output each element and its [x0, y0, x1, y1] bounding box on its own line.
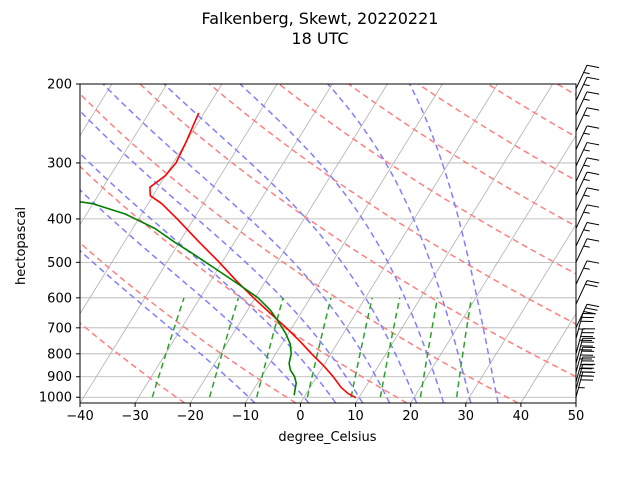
wind-barb [575, 346, 596, 373]
chart-subtitle: 18 UTC [291, 29, 349, 48]
mixing-ratio-line [350, 297, 373, 398]
wind-barb [575, 313, 596, 339]
mixing-ratio-line [208, 297, 240, 398]
dry-adiabat [209, 84, 576, 325]
wind-barb [575, 107, 600, 132]
dry-adiabat [348, 84, 576, 228]
wind-barb [575, 204, 600, 229]
x-tick-label: 50 [568, 409, 585, 424]
moist-adiabat [80, 188, 310, 403]
wind-barb [575, 303, 600, 329]
wind-barb [575, 222, 600, 247]
wind-barb [575, 328, 596, 354]
wind-barb [575, 280, 600, 305]
isotherm-gridline [355, 84, 554, 403]
isotherm-gridline [244, 84, 443, 403]
wind-barb [575, 64, 600, 90]
dry-adiabat [80, 92, 519, 403]
wind-barb [575, 91, 600, 116]
isotherm-gridline [465, 223, 576, 403]
isotherm-gridline [80, 84, 223, 315]
mixing-ratio-line [255, 297, 284, 398]
moist-adiabat [239, 84, 445, 403]
isotherm-gridline [134, 84, 333, 403]
moist-adiabat [80, 249, 256, 403]
wind-barb [575, 157, 600, 182]
dry-adiabat [556, 84, 576, 96]
mixing-ratio-line [455, 297, 473, 398]
wind-barb [575, 238, 600, 263]
y-tick-label: 500 [47, 256, 72, 271]
x-tick-label: −40 [66, 409, 93, 424]
x-tick-label: 20 [402, 409, 419, 424]
x-tick-label: 30 [458, 409, 475, 424]
isotherm-gridline [300, 84, 498, 403]
isotherm-gridline [410, 134, 576, 403]
wind-barb [575, 260, 600, 285]
wind-barb [575, 187, 600, 212]
wind-barb [575, 171, 600, 196]
isotherm-gridline [520, 313, 576, 403]
y-tick-label: 1000 [39, 391, 72, 406]
dry-adiabat [417, 84, 576, 182]
y-tick-label: 900 [47, 370, 72, 385]
wind-barb [575, 76, 600, 101]
y-axis-label: hectopascal [14, 206, 29, 285]
plot-area [0, 84, 576, 403]
mixing-ratio-line [419, 297, 439, 398]
mixing-ratio-line [379, 297, 401, 398]
x-tick-label: −10 [232, 409, 259, 424]
dry-adiabat [139, 84, 576, 378]
isotherm-gridline [189, 84, 388, 403]
x-tick-label: −20 [177, 409, 204, 424]
plot-frame [79, 83, 577, 404]
wind-barb [575, 125, 600, 150]
wind-barb [575, 337, 596, 364]
moist-adiabat [80, 152, 337, 403]
temperature-profile [149, 112, 357, 399]
wind-barb [575, 142, 600, 167]
mixing-ratio-line [306, 297, 332, 398]
y-tick-label: 700 [47, 321, 72, 336]
y-tick-label: 300 [47, 156, 72, 171]
moist-adiabat [408, 84, 499, 403]
moist-adiabat [163, 84, 418, 403]
y-tick-label: 200 [47, 78, 72, 93]
x-tick-label: 40 [513, 409, 530, 424]
wind-barb [575, 356, 596, 383]
x-tick-label: −30 [121, 409, 148, 424]
isotherm-gridline [80, 84, 168, 226]
chart-title: Falkenberg, Skewt, 20220221 [201, 9, 439, 28]
mixing-ratio-line [151, 297, 185, 398]
wind-barbs [575, 64, 600, 398]
x-tick-label: 10 [347, 409, 364, 424]
moist-adiabat [80, 109, 364, 403]
y-tick-label: 400 [47, 212, 72, 227]
y-tick-label: 800 [47, 347, 72, 362]
dry-adiabat [80, 165, 408, 403]
y-tick-label: 600 [47, 291, 72, 306]
isotherm-gridline [0, 84, 2, 403]
x-axis-label: degree_Celsius [278, 430, 377, 445]
moist-adiabat [102, 84, 391, 403]
moist-adiabat [327, 84, 472, 403]
x-tick-label: 0 [296, 409, 304, 424]
dry-adiabat [80, 241, 297, 403]
dewpoint-profile [80, 200, 297, 396]
